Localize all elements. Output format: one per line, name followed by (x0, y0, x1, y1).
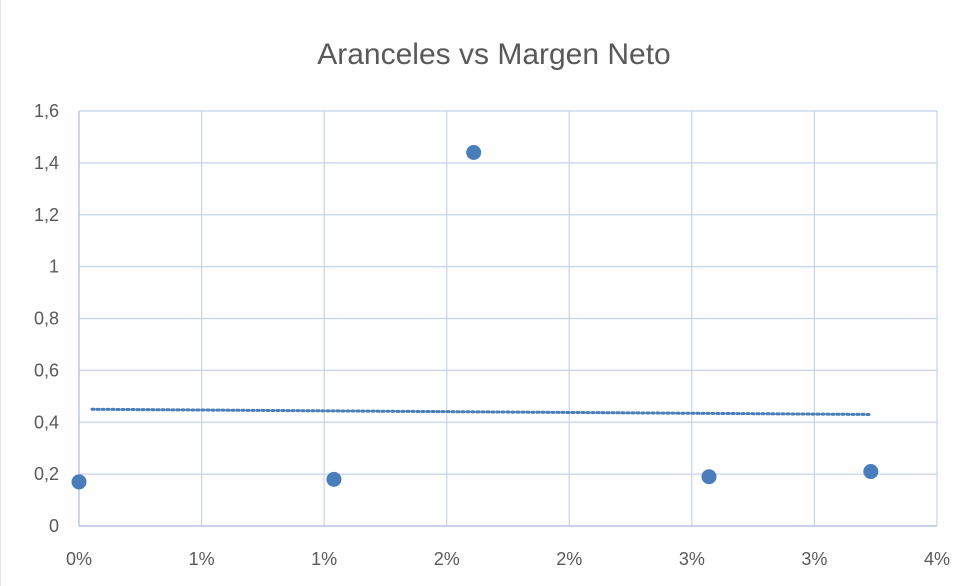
data-points (71, 145, 879, 490)
trendline (90, 407, 873, 416)
data-point (701, 469, 717, 485)
y-tick-label: 0,4 (34, 412, 59, 432)
x-tick-label: 0% (66, 549, 92, 569)
chart-title: Aranceles vs Margen Neto (317, 38, 671, 71)
x-axis-tick-labels: 0% 1% 1% 2% 2% 3% 3% 4% (66, 549, 950, 569)
y-tick-label: 0 (49, 516, 59, 536)
x-tick-label: 3% (679, 549, 705, 569)
data-point (863, 464, 879, 480)
x-tick-label: 1% (311, 549, 337, 569)
y-tick-label: 0,2 (34, 464, 59, 484)
x-tick-label: 3% (801, 549, 827, 569)
x-tick-label: 2% (556, 549, 582, 569)
y-tick-label: 0,8 (34, 309, 59, 329)
y-tick-label: 1 (49, 257, 59, 277)
y-tick-label: 1,6 (34, 101, 59, 121)
x-tick-label: 4% (924, 549, 950, 569)
data-point (71, 474, 87, 490)
y-tick-label: 0,6 (34, 360, 59, 380)
y-tick-label: 1,2 (34, 205, 59, 225)
x-tick-label: 2% (434, 549, 460, 569)
data-point (326, 471, 342, 487)
data-point (466, 145, 482, 160)
x-tick-label: 1% (189, 549, 215, 569)
y-axis-tick-labels: 0 0,2 0,4 0,6 0,8 1 1,2 1,4 1,6 (34, 101, 59, 536)
y-tick-label: 1,4 (34, 153, 59, 173)
axes (78, 111, 937, 527)
trendline-layer (90, 407, 873, 416)
grid-lines (79, 110, 938, 526)
